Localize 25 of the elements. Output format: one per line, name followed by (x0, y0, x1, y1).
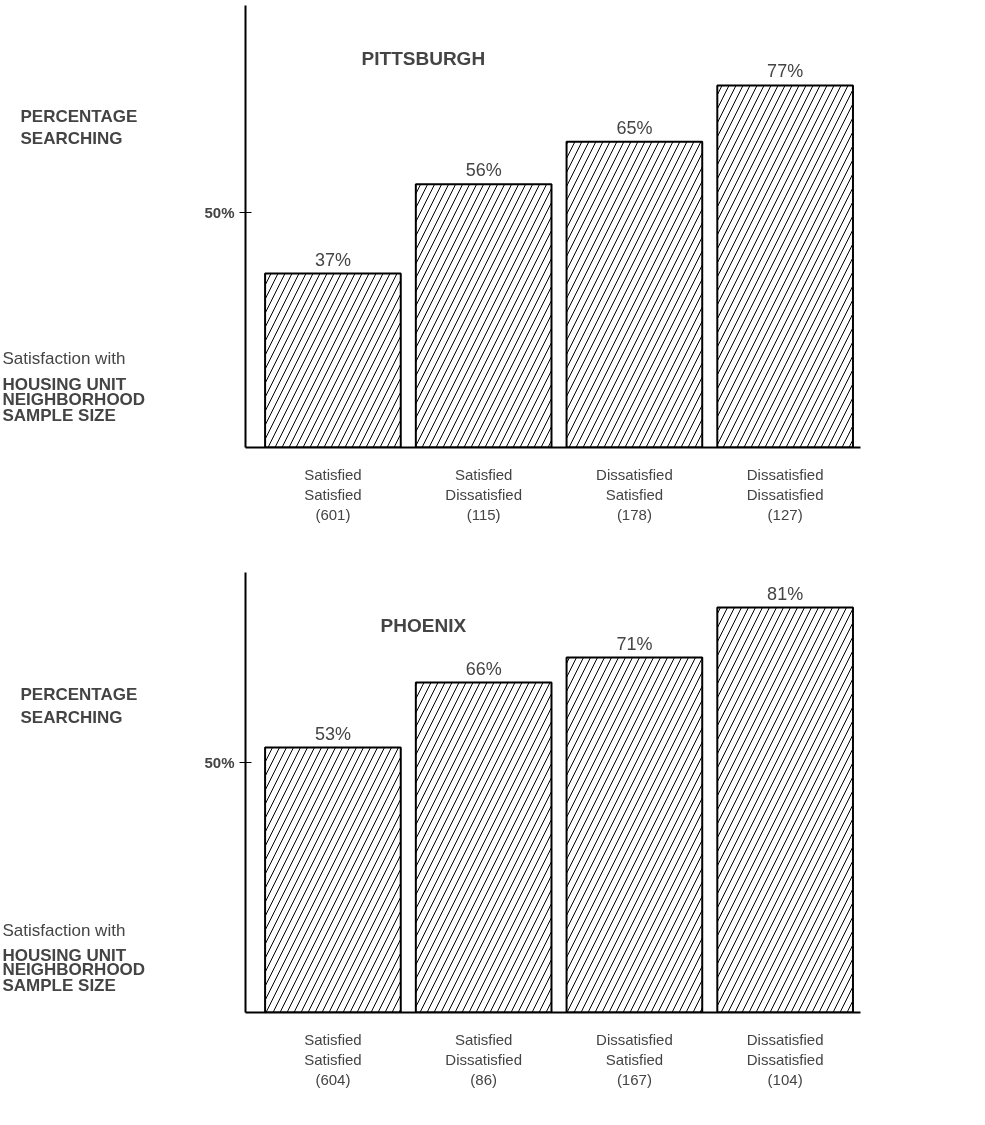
x-tick-label: Satisfied Dissatisfied (115) (445, 465, 523, 524)
text: PHOENIX (380, 614, 467, 636)
x-tick-label: Dissatisfied Satisfied (178) (596, 465, 673, 524)
y-axis-title: PERCENTAGE SEARCHING (20, 685, 138, 728)
y-tick-label: 50% (204, 203, 235, 221)
data-label: 65% (616, 117, 653, 138)
y-tick-label: 50% (204, 754, 235, 771)
text: SAMPLE SIZE (2, 975, 116, 995)
data-label: 66% (465, 658, 502, 679)
x-tick-label: Satisfied Dissatisfied (86) (445, 1030, 523, 1089)
text: Satisfaction with (2, 349, 126, 369)
text: Satisfaction with (2, 920, 126, 940)
x-tick-label: Dissatisfied Dissatisfied (127) (746, 465, 824, 524)
text: PITTSBURGH (361, 48, 486, 70)
data-label: 81% (767, 583, 804, 604)
x-tick-label: Satisfied Satisfied (601) (304, 465, 362, 524)
data-label: 77% (767, 61, 804, 82)
data-label: 56% (465, 160, 502, 181)
data-label: 71% (616, 633, 653, 654)
data-label: 53% (314, 723, 351, 744)
x-tick-label: Satisfied Satisfied (604) (304, 1030, 362, 1089)
y-axis-title: PERCENTAGE SEARCHING (20, 106, 138, 149)
x-tick-label: Dissatisfied Dissatisfied (104) (746, 1030, 824, 1089)
data-label: 37% (314, 249, 351, 270)
x-tick-label: Dissatisfied Satisfied (167) (596, 1030, 673, 1089)
